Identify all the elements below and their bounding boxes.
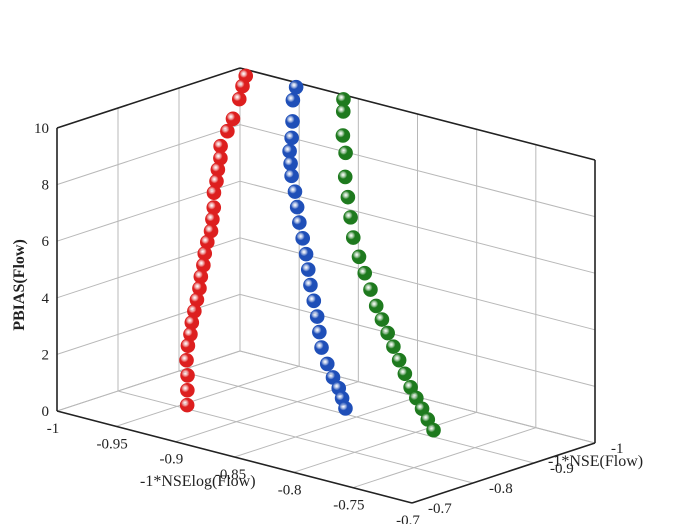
- data-point: [220, 123, 235, 139]
- z-tick-label: 4: [42, 291, 50, 307]
- data-point: [206, 185, 222, 200]
- y-tick-label: -1: [611, 441, 624, 457]
- data-point: [314, 340, 329, 355]
- z-tick-label: 0: [42, 404, 50, 420]
- x-axis-title: -1*NSElog(Flow): [140, 473, 256, 490]
- grid-line-floor-x: [234, 396, 418, 458]
- grid-line-floor-x: [175, 381, 359, 443]
- data-point: [426, 422, 441, 438]
- data-point: [180, 382, 195, 398]
- x-tick-label: -0.8: [278, 482, 302, 498]
- data-point: [338, 401, 353, 416]
- x-tick-label: -0.9: [159, 452, 183, 468]
- data-point: [338, 145, 353, 161]
- data-point: [235, 78, 250, 94]
- data-point: [380, 325, 395, 341]
- grid-line-floor-x: [56, 350, 241, 412]
- y-axis-title: -1*NSE(Flow): [548, 453, 643, 470]
- data-points: [179, 68, 441, 438]
- grid-layer: [56, 67, 596, 504]
- grid-line-back-z: [239, 293, 596, 387]
- data-point: [282, 143, 297, 159]
- data-point: [295, 231, 311, 246]
- grid-line-floor-x: [293, 411, 477, 473]
- data-point: [285, 92, 301, 108]
- data-point: [368, 298, 384, 314]
- x-tick-label: -0.75: [333, 498, 364, 514]
- data-point: [287, 184, 303, 199]
- data-point: [225, 111, 241, 127]
- data-point: [397, 366, 413, 382]
- top-left-edge: [56, 67, 241, 129]
- x-tick-label: -0.7: [396, 513, 420, 524]
- z-tick-label: 6: [42, 234, 50, 250]
- data-point: [285, 114, 300, 129]
- y-tick-label: -0.7: [428, 501, 452, 517]
- data-point: [319, 356, 335, 372]
- data-point: [288, 79, 304, 95]
- data-point: [300, 262, 316, 277]
- data-point: [298, 246, 314, 262]
- tick-labels: 0 2 4 6 8 10 -1 -0.95 -0.9 -0.85 -0.8 -0.75 -0.7 -0.7…: [34, 121, 624, 524]
- data-point: [180, 368, 195, 383]
- y-tick-label: -0.9: [550, 461, 574, 477]
- data-point: [391, 352, 407, 368]
- grid-line-floor-y: [117, 390, 474, 484]
- data-point: [303, 277, 318, 293]
- data-point: [284, 168, 299, 184]
- data-point: [312, 324, 327, 340]
- data-point: [374, 312, 390, 327]
- data-point: [345, 230, 361, 245]
- grid-line-floor-y: [178, 370, 535, 464]
- data-point: [179, 397, 195, 413]
- data-point: [340, 189, 356, 205]
- x-tick-label: -0.85: [215, 467, 246, 483]
- data-point: [180, 338, 196, 354]
- x-axis-line: [56, 410, 413, 504]
- data-point: [335, 104, 351, 119]
- data-point: [357, 265, 373, 281]
- grid-line-floor-x: [116, 365, 300, 427]
- z-tick-label: 2: [42, 347, 50, 363]
- x-tick-label: -1: [47, 421, 60, 437]
- data-point: [363, 282, 378, 297]
- grid-line-back-z: [239, 124, 596, 218]
- data-point: [179, 352, 194, 368]
- z-tick-label: 8: [42, 178, 50, 194]
- y-axis-line: [411, 442, 596, 504]
- y-tick-label: -0.8: [489, 481, 513, 497]
- grid-line-floor-x: [352, 427, 536, 489]
- data-point: [386, 339, 401, 354]
- data-point: [343, 210, 358, 225]
- data-point: [292, 215, 307, 230]
- grid-line-left-z: [56, 124, 241, 186]
- data-point: [306, 293, 322, 309]
- data-point: [284, 130, 299, 146]
- x-tick-label: -0.95: [97, 436, 128, 452]
- data-point: [309, 309, 325, 324]
- grid-line-left-z: [56, 293, 241, 355]
- data-point: [351, 249, 367, 265]
- data-point: [335, 128, 351, 143]
- data-point: [289, 199, 305, 215]
- data-point: [231, 91, 247, 107]
- axis-frame: [56, 67, 596, 504]
- z-axis-title: PBIAS(Flow): [11, 239, 28, 331]
- z-tick-label: 10: [34, 121, 49, 137]
- data-point: [283, 156, 298, 171]
- data-point: [337, 169, 353, 185]
